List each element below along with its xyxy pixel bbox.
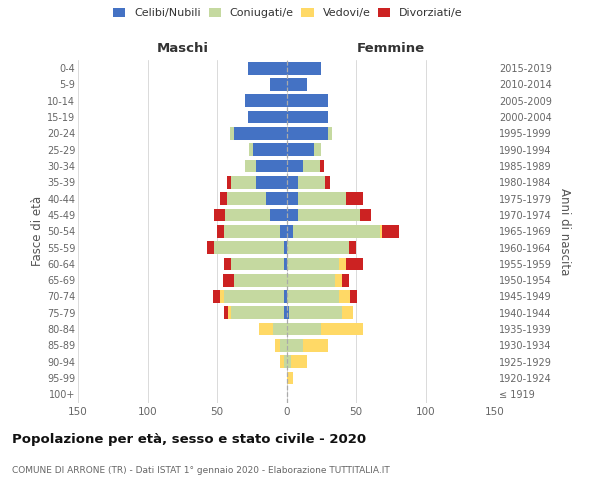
Bar [224,225,280,237]
Bar [287,110,328,124]
Bar [230,127,233,140]
Bar [224,290,284,303]
Bar [340,290,350,303]
Bar [214,241,284,254]
Bar [346,192,363,205]
Text: COMUNE DI ARRONE (TR) - Dati ISTAT 1° gennaio 2020 - Elaborazione TUTTITALIA.IT: COMUNE DI ARRONE (TR) - Dati ISTAT 1° ge… [12,466,390,475]
Bar [287,356,290,368]
Bar [303,160,320,172]
Bar [321,322,363,336]
Bar [249,144,253,156]
Bar [382,225,399,237]
Bar [231,258,284,270]
Bar [220,192,227,205]
Bar [298,208,360,222]
Bar [256,176,287,188]
Bar [280,356,284,368]
Bar [287,160,303,172]
Bar [303,339,328,352]
Bar [349,241,356,254]
Bar [256,160,287,172]
Bar [228,306,231,319]
Bar [280,225,287,237]
Bar [207,241,214,254]
Bar [284,258,287,270]
Bar [284,290,287,303]
Bar [287,78,307,91]
Bar [275,339,280,352]
Bar [287,339,303,352]
Bar [284,306,287,319]
Bar [214,208,226,222]
Legend: Celibi/Nubili, Coniugati/e, Vedovi/e, Divorziati/e: Celibi/Nubili, Coniugati/e, Vedovi/e, Di… [111,6,465,20]
Bar [287,225,293,237]
Bar [360,208,371,222]
Bar [220,290,224,303]
Bar [272,322,287,336]
Bar [287,192,298,205]
Bar [320,160,324,172]
Text: Maschi: Maschi [156,42,208,55]
Bar [224,306,228,319]
Bar [227,176,231,188]
Bar [287,274,335,286]
Bar [287,322,321,336]
Bar [248,62,287,74]
Bar [287,241,349,254]
Bar [245,160,256,172]
Bar [253,144,287,156]
Y-axis label: Anni di nascita: Anni di nascita [559,188,571,275]
Bar [287,127,328,140]
Bar [226,208,270,222]
Bar [231,176,256,188]
Bar [335,274,342,286]
Text: Femmine: Femmine [356,42,425,55]
Bar [298,192,346,205]
Bar [342,306,353,319]
Bar [380,225,382,237]
Bar [287,372,293,384]
Bar [346,258,363,270]
Bar [224,258,231,270]
Bar [325,176,329,188]
Bar [227,192,266,205]
Bar [287,94,328,107]
Bar [287,144,314,156]
Bar [259,322,272,336]
Bar [287,176,298,188]
Bar [287,306,289,319]
Bar [233,127,287,140]
Bar [290,356,307,368]
Bar [287,208,298,222]
Bar [284,241,287,254]
Text: Popolazione per età, sesso e stato civile - 2020: Popolazione per età, sesso e stato civil… [12,432,366,446]
Bar [248,110,287,124]
Bar [287,62,321,74]
Bar [280,339,287,352]
Y-axis label: Fasce di età: Fasce di età [31,196,44,266]
Bar [284,356,287,368]
Bar [270,78,287,91]
Bar [233,274,287,286]
Bar [245,94,287,107]
Bar [328,127,332,140]
Bar [223,274,233,286]
Bar [314,144,321,156]
Bar [287,290,340,303]
Bar [340,258,346,270]
Bar [289,306,342,319]
Bar [293,225,380,237]
Bar [298,176,325,188]
Bar [287,258,340,270]
Bar [217,225,224,237]
Bar [350,290,358,303]
Bar [342,274,349,286]
Bar [213,290,220,303]
Bar [270,208,287,222]
Bar [266,192,287,205]
Bar [231,306,284,319]
